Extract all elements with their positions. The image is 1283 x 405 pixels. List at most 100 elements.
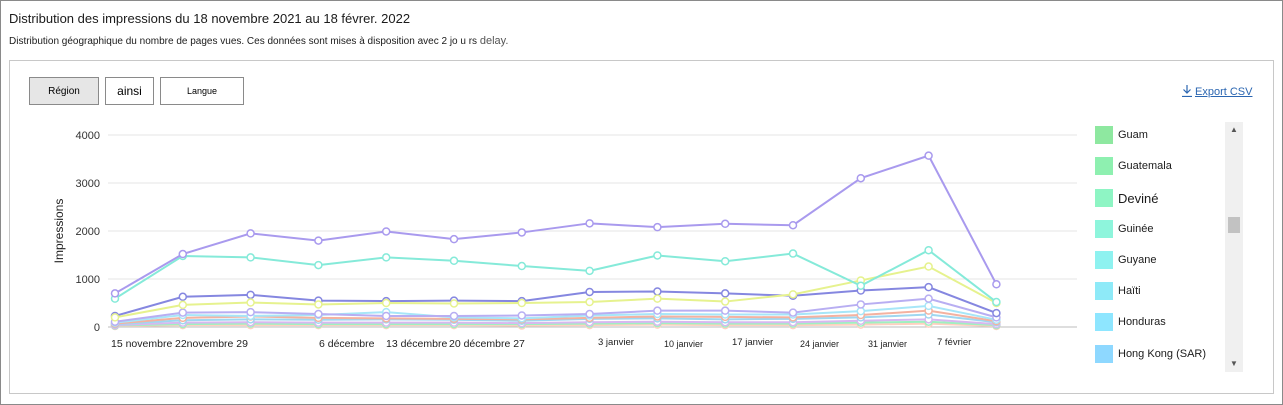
export-csv-label: Export CSV (1195, 86, 1253, 98)
data-point[interactable] (924, 282, 933, 292)
data-point[interactable] (585, 297, 594, 307)
data-point[interactable] (517, 298, 527, 308)
data-point[interactable] (246, 298, 255, 307)
data-point[interactable] (720, 256, 730, 266)
export-csv-link[interactable]: Export CSV (1182, 85, 1252, 98)
data-point[interactable] (788, 308, 798, 317)
data-point[interactable] (924, 245, 933, 255)
data-point[interactable] (992, 308, 1001, 318)
x-tick-label: 17 janvier (732, 337, 773, 348)
data-point[interactable] (924, 301, 933, 311)
data-point[interactable] (178, 300, 188, 310)
data-point[interactable] (720, 219, 730, 229)
legend-swatch (1095, 157, 1113, 175)
data-point[interactable] (449, 299, 459, 308)
legend-swatch (1095, 126, 1113, 144)
data-point[interactable] (992, 297, 1001, 307)
series-path (114, 265, 997, 319)
data-point[interactable] (314, 309, 323, 319)
legend-label: Haïti (1118, 285, 1141, 297)
legend-swatch (1095, 220, 1113, 238)
data-point[interactable] (720, 306, 730, 315)
data-point[interactable] (381, 311, 391, 321)
legend-swatch (1095, 251, 1113, 269)
series-path (114, 297, 997, 323)
data-point[interactable] (788, 249, 798, 258)
data-point[interactable] (653, 222, 662, 232)
y-tick-label: 0 (94, 322, 100, 334)
series-path (114, 249, 998, 303)
x-tick-label: 24 janvier (800, 339, 839, 349)
data-point[interactable] (246, 253, 255, 262)
x-tick-label: 15 novembre (111, 338, 172, 350)
legend-item[interactable]: Guinée (1095, 219, 1153, 239)
data-point[interactable] (517, 261, 527, 271)
legend-item[interactable]: Guatemala (1095, 156, 1172, 176)
data-point[interactable] (110, 313, 120, 322)
subtitle-text: Distribution géographique du nombre de p… (9, 36, 478, 47)
language-button[interactable]: Langue (160, 77, 244, 105)
data-point[interactable] (585, 266, 594, 276)
data-point[interactable] (246, 229, 255, 238)
data-point[interactable] (517, 228, 527, 237)
data-point[interactable] (314, 236, 323, 245)
data-point[interactable] (110, 289, 120, 298)
data-point[interactable] (517, 311, 527, 320)
data-point[interactable] (178, 292, 188, 302)
data-point[interactable] (653, 294, 662, 303)
data-point[interactable] (924, 294, 933, 303)
y-axis-label: Impressions (52, 199, 66, 264)
data-point[interactable] (856, 300, 866, 309)
data-point[interactable] (381, 298, 391, 308)
y-tick-label: 2000 (76, 226, 100, 238)
data-point[interactable] (924, 151, 933, 160)
data-point[interactable] (788, 290, 798, 299)
data-point[interactable] (449, 234, 459, 244)
data-point[interactable] (992, 280, 1001, 289)
scroll-up-arrow-icon[interactable]: ▲ (1230, 125, 1238, 134)
data-point[interactable] (381, 227, 391, 236)
data-point[interactable] (720, 297, 730, 306)
data-point[interactable] (178, 249, 188, 259)
data-point[interactable] (585, 219, 594, 228)
data-point[interactable] (788, 220, 798, 230)
data-point[interactable] (381, 253, 391, 262)
y-tick-label: 4000 (76, 130, 100, 142)
legend-swatch (1095, 313, 1113, 331)
data-point[interactable] (856, 173, 866, 183)
series-path (114, 320, 997, 327)
series-path (114, 154, 998, 295)
chart-panel (9, 60, 1274, 394)
data-point[interactable] (653, 287, 662, 296)
legend-item[interactable]: Hong Kong (SAR) (1095, 344, 1206, 364)
subtitle-delay: delay. (479, 35, 509, 47)
data-point[interactable] (856, 281, 866, 290)
data-point[interactable] (924, 262, 933, 271)
legend-item[interactable]: Guam (1095, 125, 1148, 145)
data-point[interactable] (653, 251, 662, 260)
series-line (110, 151, 1001, 298)
data-point[interactable] (720, 289, 730, 298)
data-point[interactable] (449, 256, 459, 266)
legend-item[interactable]: Guyane (1095, 250, 1157, 270)
legend-swatch (1095, 189, 1113, 207)
data-point[interactable] (585, 287, 594, 297)
legend-scrollbar[interactable]: ▲ ▼ (1225, 122, 1243, 372)
scroll-down-arrow-icon[interactable]: ▼ (1230, 359, 1238, 368)
ainsi-button[interactable]: ainsi (105, 77, 154, 105)
data-point[interactable] (449, 311, 459, 321)
legend-item[interactable]: Honduras (1095, 312, 1166, 332)
data-point[interactable] (314, 260, 323, 270)
data-point[interactable] (585, 309, 594, 319)
data-point[interactable] (246, 307, 255, 317)
data-point[interactable] (856, 306, 866, 316)
data-point[interactable] (653, 306, 662, 315)
legend-item[interactable]: Haïti (1095, 281, 1141, 301)
data-point[interactable] (246, 290, 255, 300)
legend-label: Guam (1118, 129, 1148, 141)
data-point[interactable] (314, 300, 323, 309)
data-point[interactable] (178, 308, 188, 317)
region-button[interactable]: Région (29, 77, 99, 105)
scroll-thumb[interactable] (1228, 217, 1240, 233)
legend-item[interactable]: Deviné (1095, 188, 1158, 208)
